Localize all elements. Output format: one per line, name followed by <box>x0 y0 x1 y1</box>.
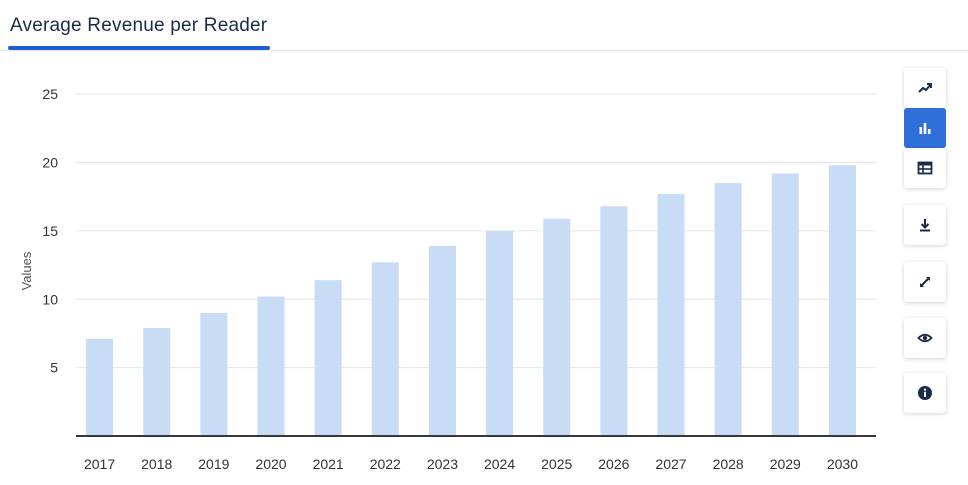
x-tick-label: 2027 <box>655 456 686 472</box>
trend-up-icon <box>918 83 932 93</box>
expand-icon <box>920 277 930 287</box>
download-button[interactable] <box>904 205 946 245</box>
table-icon <box>917 161 933 175</box>
bar <box>200 312 228 436</box>
x-tick-label: 2028 <box>713 456 744 472</box>
y-tick-label: 15 <box>42 223 58 239</box>
bar <box>428 245 456 436</box>
bar <box>143 327 171 436</box>
active-tab-indicator <box>8 46 270 50</box>
bar <box>657 193 685 436</box>
line-chart-button[interactable] <box>904 68 946 108</box>
tab-title[interactable]: Average Revenue per Reader <box>10 15 268 36</box>
bar-chart-icon <box>919 123 931 134</box>
x-tick-label: 2030 <box>827 456 858 472</box>
bar <box>714 183 742 436</box>
bar <box>314 280 342 436</box>
x-tick-label: 2018 <box>141 456 172 472</box>
bar <box>257 296 285 436</box>
x-tick-label: 2026 <box>598 456 629 472</box>
y-tick-label: 5 <box>50 360 58 376</box>
info-icon <box>918 386 932 400</box>
bar <box>771 173 799 436</box>
x-tick-label: 2025 <box>541 456 572 472</box>
table-view-button[interactable] <box>904 148 946 188</box>
bar <box>600 206 628 436</box>
eye-icon <box>917 333 933 343</box>
bar <box>371 262 399 436</box>
bar-chart-button[interactable] <box>904 108 946 148</box>
y-tick-label: 10 <box>42 291 58 307</box>
x-tick-label: 2021 <box>313 456 344 472</box>
x-tick-label: 2020 <box>255 456 286 472</box>
download-icon <box>920 219 930 232</box>
y-tick-label: 25 <box>42 86 58 102</box>
info-button[interactable] <box>904 373 946 413</box>
x-tick-label: 2023 <box>427 456 458 472</box>
header-divider <box>0 50 968 51</box>
bar <box>543 218 571 436</box>
bar <box>486 230 514 436</box>
x-tick-label: 2022 <box>370 456 401 472</box>
tab-header: Average Revenue per Reader <box>0 0 968 52</box>
fullscreen-button[interactable] <box>904 262 946 302</box>
bar <box>828 165 856 436</box>
bar <box>86 338 114 436</box>
x-tick-label: 2017 <box>84 456 115 472</box>
x-tick-label: 2024 <box>484 456 515 472</box>
y-tick-label: 20 <box>42 155 58 171</box>
y-axis-label: Values <box>19 251 34 290</box>
view-button[interactable] <box>904 318 946 358</box>
x-tick-label: 2019 <box>198 456 229 472</box>
x-tick-label: 2029 <box>770 456 801 472</box>
